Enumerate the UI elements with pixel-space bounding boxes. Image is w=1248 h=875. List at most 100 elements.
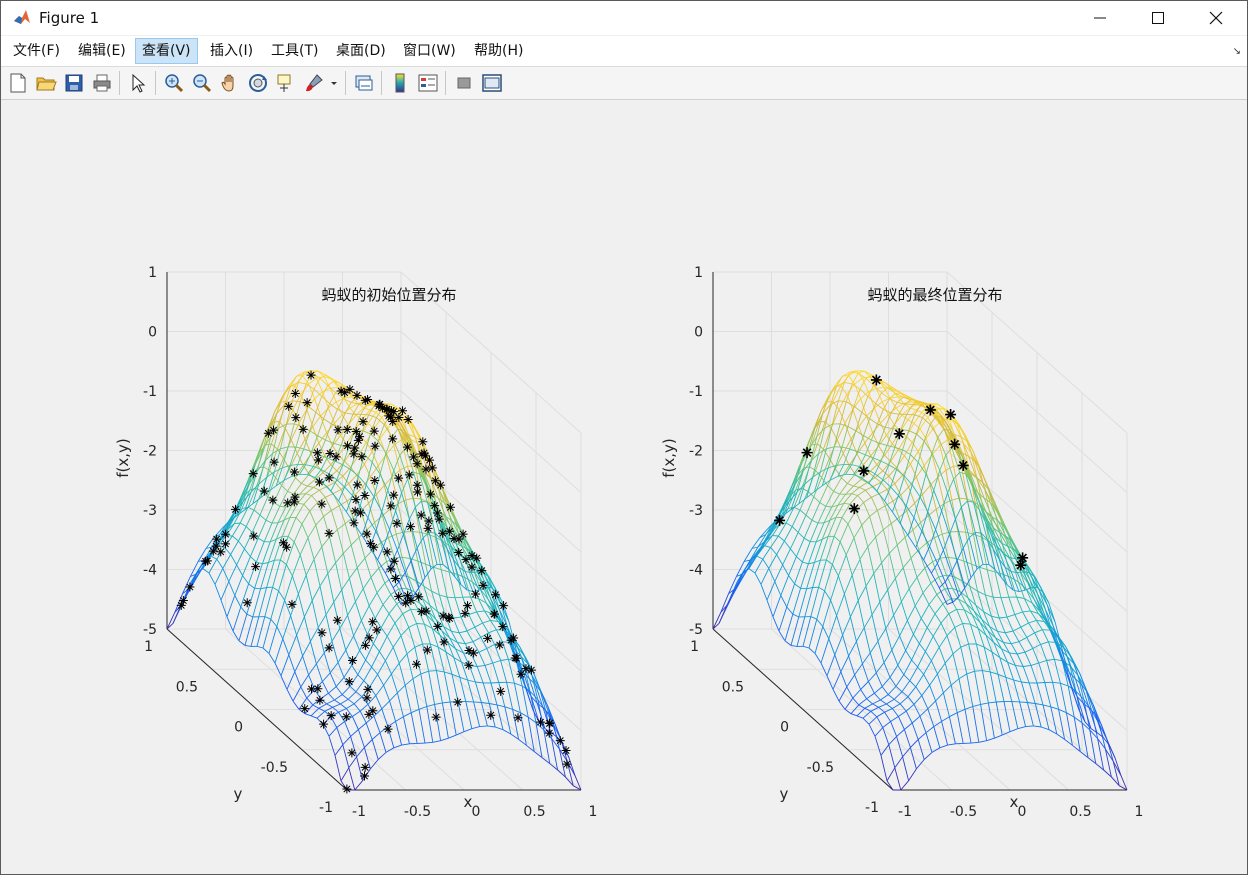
zoom-in-icon[interactable] bbox=[163, 72, 185, 94]
legend-icon[interactable] bbox=[417, 72, 439, 94]
ant-marker bbox=[893, 428, 905, 440]
ant-marker bbox=[283, 498, 293, 508]
ant-marker bbox=[366, 539, 376, 549]
ant-marker bbox=[306, 370, 316, 380]
ant-marker bbox=[361, 640, 371, 650]
menu-window[interactable]: 窗口(W) bbox=[403, 43, 456, 59]
brush-dropdown-icon[interactable] bbox=[329, 72, 339, 94]
ant-marker bbox=[417, 607, 427, 617]
z-tick-label: 0 bbox=[694, 325, 703, 341]
ant-marker bbox=[333, 425, 343, 435]
menu-edit[interactable]: 编辑(E) bbox=[78, 43, 126, 59]
figure-canvas[interactable]: 1 0 -1 -2 -3 -4 -5 -1 -0.5 0 0.5 1 -1 -0.5 0 0.5 1 f(x,y)… bbox=[5, 100, 1245, 872]
ant-marker bbox=[1015, 559, 1027, 571]
ant-marker bbox=[418, 437, 428, 447]
ant-marker bbox=[392, 518, 402, 528]
x-tick-label: 1 bbox=[589, 804, 598, 820]
menu-insert[interactable]: 插入(I) bbox=[210, 43, 254, 59]
ant-marker bbox=[870, 374, 882, 386]
ant-marker bbox=[402, 442, 412, 452]
ant-marker bbox=[420, 451, 430, 461]
x-tick-label: 0 bbox=[472, 804, 481, 820]
open-file-icon[interactable] bbox=[35, 72, 57, 94]
surface-plot-1[interactable]: 1 0 -1 -2 -3 -4 -5 -1 -0.5 0 0.5 1 -1 -0.5 0 0.5 1 f(x,y)… bbox=[114, 265, 597, 820]
ant-marker bbox=[386, 501, 396, 511]
select-arrow-icon[interactable] bbox=[127, 72, 149, 94]
ant-marker bbox=[360, 491, 370, 501]
y-tick-label: -0.5 bbox=[261, 760, 288, 776]
ant-marker bbox=[289, 497, 299, 507]
y-tick-label: 0 bbox=[234, 720, 243, 736]
ant-marker bbox=[369, 426, 379, 436]
x-axis-label: x bbox=[1010, 793, 1019, 811]
ant-marker bbox=[384, 411, 394, 421]
window-title: Figure 1 bbox=[39, 9, 100, 27]
x-tick-label: 0.5 bbox=[1069, 804, 1091, 820]
y-tick-label: 0.5 bbox=[722, 679, 744, 695]
ant-marker bbox=[438, 528, 448, 538]
minimize-button[interactable] bbox=[1071, 1, 1129, 35]
ant-marker bbox=[562, 759, 572, 769]
link-plot-icon[interactable] bbox=[353, 72, 375, 94]
ant-marker bbox=[409, 452, 419, 462]
ant-marker bbox=[1017, 552, 1029, 564]
pan-hand-icon[interactable] bbox=[219, 72, 241, 94]
show-plot-tools-icon[interactable] bbox=[481, 72, 503, 94]
new-figure-icon[interactable] bbox=[7, 72, 29, 94]
ant-marker bbox=[355, 432, 365, 442]
ant-marker bbox=[436, 480, 446, 490]
figure-toolbar bbox=[1, 67, 1247, 100]
menu-file[interactable]: 文件(F) bbox=[13, 43, 60, 59]
save-icon[interactable] bbox=[63, 72, 85, 94]
ant-marker bbox=[313, 455, 323, 465]
ant-marker bbox=[352, 480, 362, 490]
ant-marker bbox=[421, 606, 431, 616]
menu-view[interactable]: 查看(V) bbox=[135, 38, 198, 64]
ant-marker bbox=[439, 637, 449, 647]
close-button[interactable] bbox=[1187, 1, 1245, 35]
plot-title: 蚂蚁的初始位置分布 bbox=[321, 286, 456, 304]
ant-marker bbox=[369, 542, 379, 552]
ant-marker bbox=[544, 728, 554, 738]
ant-marker bbox=[403, 591, 413, 601]
ant-marker bbox=[290, 388, 300, 398]
ant-marker bbox=[313, 684, 323, 694]
rotate-3d-icon[interactable] bbox=[247, 72, 269, 94]
ant-marker bbox=[433, 621, 443, 631]
ant-marker bbox=[496, 686, 506, 696]
menu-desktop[interactable]: 桌面(D) bbox=[336, 43, 386, 59]
ant-marker bbox=[801, 447, 813, 459]
colorbar-icon[interactable] bbox=[389, 72, 411, 94]
ant-marker bbox=[325, 449, 335, 459]
ant-marker bbox=[464, 660, 474, 670]
x-tick-label: -0.5 bbox=[404, 804, 431, 820]
ant-marker bbox=[289, 467, 299, 477]
toolbar-separator bbox=[119, 71, 120, 95]
menu-dock-arrow-icon[interactable]: ↘ bbox=[1232, 46, 1241, 57]
figure-plot-area[interactable]: 1 0 -1 -2 -3 -4 -5 -1 -0.5 0 0.5 1 -1 -0.5 0 0.5 1 f(x,y)… bbox=[5, 100, 1245, 872]
zoom-out-icon[interactable] bbox=[191, 72, 213, 94]
maximize-button[interactable] bbox=[1129, 1, 1187, 35]
data-cursor-icon[interactable] bbox=[275, 72, 297, 94]
ant-marker bbox=[398, 406, 408, 416]
ant-marker bbox=[434, 514, 444, 524]
menu-tools[interactable]: 工具(T) bbox=[271, 43, 319, 59]
ant-marker bbox=[498, 622, 508, 632]
menu-bar: 文件(F) 编辑(E) 查看(V) 插入(I) 工具(T) 桌面(D) 窗口(W… bbox=[1, 36, 1247, 67]
ant-marker bbox=[363, 394, 373, 404]
surface-plot-2[interactable]: 1 0 -1 -2 -3 -4 -5 -1 -0.5 0 0.5 1 -1 -0.5 0 0.5 1 f(x,y)… bbox=[660, 265, 1143, 820]
hide-plot-tools-icon[interactable] bbox=[453, 72, 475, 94]
ant-marker bbox=[425, 455, 435, 465]
print-icon[interactable] bbox=[91, 72, 113, 94]
y-tick-label: 0 bbox=[780, 720, 789, 736]
ant-marker bbox=[945, 409, 957, 421]
ant-marker bbox=[419, 448, 429, 458]
ant-marker bbox=[345, 384, 355, 394]
menu-help[interactable]: 帮助(H) bbox=[474, 43, 524, 59]
brush-icon[interactable] bbox=[303, 72, 325, 94]
ant-marker bbox=[425, 489, 435, 499]
ant-marker bbox=[298, 424, 308, 434]
ant-marker bbox=[509, 633, 519, 643]
y-axis-label: y bbox=[780, 785, 789, 803]
ant-marker bbox=[430, 476, 440, 486]
